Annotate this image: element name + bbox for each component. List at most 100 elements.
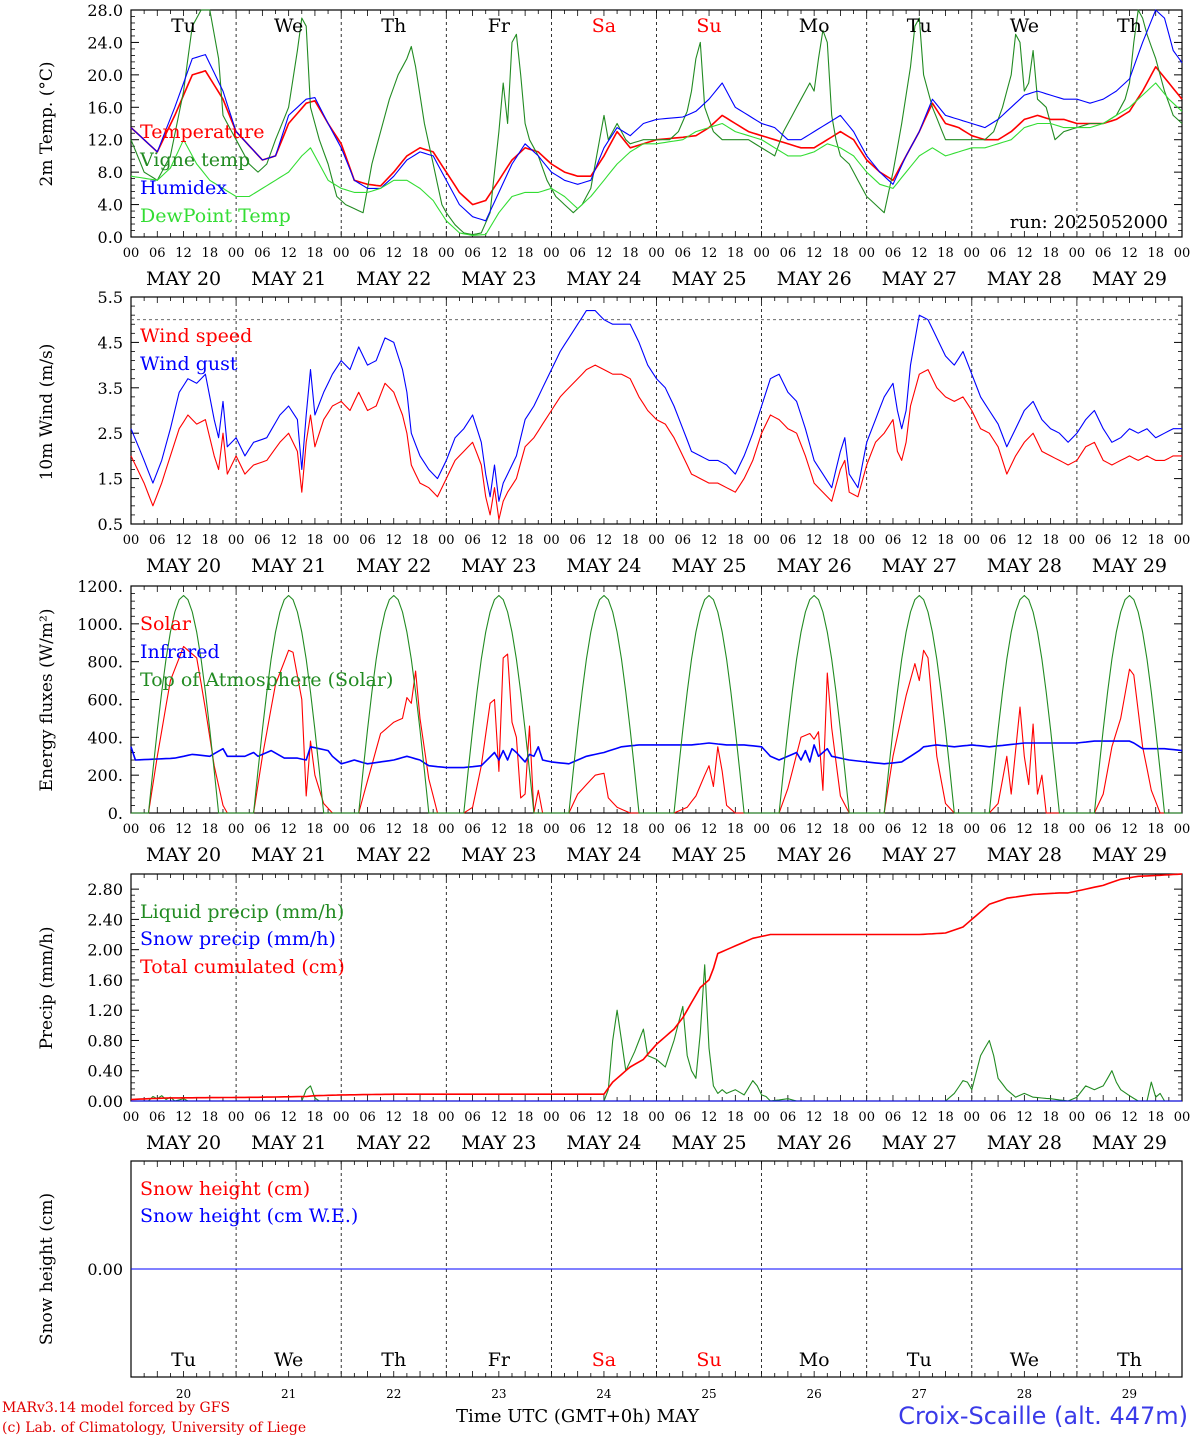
day-number-label: 23 <box>491 1387 506 1401</box>
hour-tick-label: 06 <box>464 533 481 548</box>
panel-5 <box>130 1160 1183 1378</box>
date-label: MAY 22 <box>356 1132 431 1154</box>
hour-tick-label: 18 <box>307 533 324 548</box>
hour-tick-label: 12 <box>1016 1110 1033 1125</box>
hour-tick-label: 12 <box>1121 246 1138 261</box>
date-label: MAY 27 <box>882 1132 957 1154</box>
lab-credit: (c) Lab. of Climatology, University of L… <box>2 1420 307 1436</box>
hour-tick-label: 18 <box>622 1110 639 1125</box>
legend-entry: DewPoint Temp <box>140 205 291 227</box>
hour-tick-label: 18 <box>517 246 534 261</box>
hour-tick-label: 06 <box>359 533 376 548</box>
hour-tick-label: 12 <box>491 533 508 548</box>
hour-tick-label: 12 <box>385 1110 402 1125</box>
hour-tick-label: 18 <box>307 822 324 837</box>
hour-tick-label: 00 <box>858 1110 875 1125</box>
hour-tick-label: 00 <box>1174 533 1191 548</box>
day-number-label: 27 <box>912 1387 927 1401</box>
hour-tick-label: 00 <box>1174 1110 1191 1125</box>
day-of-week-label: Th <box>1117 15 1142 37</box>
date-label: MAY 23 <box>461 1132 536 1154</box>
y-tick-label: 600. <box>87 691 123 710</box>
y-tick-label: 1.60 <box>87 971 123 990</box>
panel-4 <box>130 873 1183 1102</box>
date-label: MAY 28 <box>987 268 1062 290</box>
y-axis-title: 10m Wind (m/s) <box>37 344 57 481</box>
hour-tick-label: 18 <box>937 1110 954 1125</box>
hour-tick-label: 12 <box>280 246 297 261</box>
time-axis-title: Time UTC (GMT+0h) MAY <box>456 1406 700 1427</box>
hour-tick-label: 00 <box>648 246 665 261</box>
date-label: MAY 28 <box>987 844 1062 866</box>
date-label: MAY 24 <box>566 1132 641 1154</box>
legend-entry: Humidex <box>140 177 227 199</box>
y-tick-label: 0.00 <box>87 1260 123 1279</box>
hour-tick-label: 06 <box>990 246 1007 261</box>
legend-entry: Top of Atmosphere (Solar) <box>140 669 393 691</box>
hour-tick-label: 00 <box>753 246 770 261</box>
panel-3 <box>130 585 1183 814</box>
hour-tick-label: 18 <box>727 822 744 837</box>
hour-tick-label: 12 <box>806 533 823 548</box>
day-of-week-label: Th <box>381 15 406 37</box>
hour-tick-label: 06 <box>780 822 797 837</box>
hour-tick-label: 12 <box>911 533 928 548</box>
hour-tick-label: 00 <box>438 533 455 548</box>
hour-tick-label: 00 <box>964 822 981 837</box>
date-label: MAY 20 <box>146 268 221 290</box>
hour-tick-label: 06 <box>885 1110 902 1125</box>
hour-tick-label: 06 <box>569 1110 586 1125</box>
legend-entry: Temperature <box>140 121 264 143</box>
hour-tick-label: 18 <box>517 1110 534 1125</box>
day-of-week-label: Su <box>696 15 721 37</box>
hour-tick-label: 12 <box>911 246 928 261</box>
hour-tick-label: 12 <box>175 822 192 837</box>
hour-tick-label: 00 <box>753 533 770 548</box>
date-label: MAY 21 <box>251 844 326 866</box>
hour-tick-label: 00 <box>858 822 875 837</box>
y-tick-label: 3.5 <box>98 379 123 398</box>
hour-tick-label: 12 <box>1016 822 1033 837</box>
hour-tick-label: 00 <box>1069 822 1086 837</box>
hour-tick-label: 06 <box>1095 822 1112 837</box>
day-number-label: 22 <box>386 1387 401 1401</box>
hour-tick-label: 12 <box>385 822 402 837</box>
hour-tick-label: 06 <box>780 246 797 261</box>
hour-tick-label: 06 <box>885 246 902 261</box>
hour-tick-label: 00 <box>228 533 245 548</box>
y-tick-label: 1200. <box>77 577 123 596</box>
day-of-week-label: Th <box>1117 1349 1142 1371</box>
hour-tick-label: 18 <box>307 1110 324 1125</box>
hour-tick-label: 06 <box>569 246 586 261</box>
hour-tick-label: 00 <box>858 246 875 261</box>
date-label: MAY 24 <box>566 555 641 577</box>
y-tick-label: 0.0 <box>98 228 123 247</box>
hour-tick-label: 00 <box>964 246 981 261</box>
date-label: MAY 22 <box>356 555 431 577</box>
date-label: MAY 20 <box>146 1132 221 1154</box>
hour-tick-label: 00 <box>228 822 245 837</box>
legend-entry: Infrared <box>140 641 220 663</box>
hour-tick-label: 06 <box>990 533 1007 548</box>
hour-tick-label: 06 <box>885 533 902 548</box>
hour-tick-label: 18 <box>1147 533 1164 548</box>
day-of-week-label: Tu <box>171 15 196 37</box>
hour-tick-label: 00 <box>123 1110 140 1125</box>
y-tick-label: 0.40 <box>87 1062 123 1081</box>
hour-tick-label: 12 <box>701 1110 718 1125</box>
date-label: MAY 27 <box>882 844 957 866</box>
hour-tick-label: 06 <box>1095 533 1112 548</box>
y-tick-label: 28.0 <box>87 1 123 20</box>
date-label: MAY 27 <box>882 268 957 290</box>
hour-tick-label: 18 <box>517 533 534 548</box>
hour-tick-label: 00 <box>438 1110 455 1125</box>
day-of-week-label: We <box>1010 1349 1039 1371</box>
hour-tick-label: 00 <box>333 533 350 548</box>
hour-tick-label: 18 <box>622 533 639 548</box>
hour-tick-label: 18 <box>517 822 534 837</box>
hour-tick-label: 00 <box>753 822 770 837</box>
hour-tick-label: 18 <box>412 246 429 261</box>
hour-tick-label: 00 <box>228 1110 245 1125</box>
hour-tick-label: 18 <box>412 1110 429 1125</box>
hour-tick-label: 12 <box>280 822 297 837</box>
